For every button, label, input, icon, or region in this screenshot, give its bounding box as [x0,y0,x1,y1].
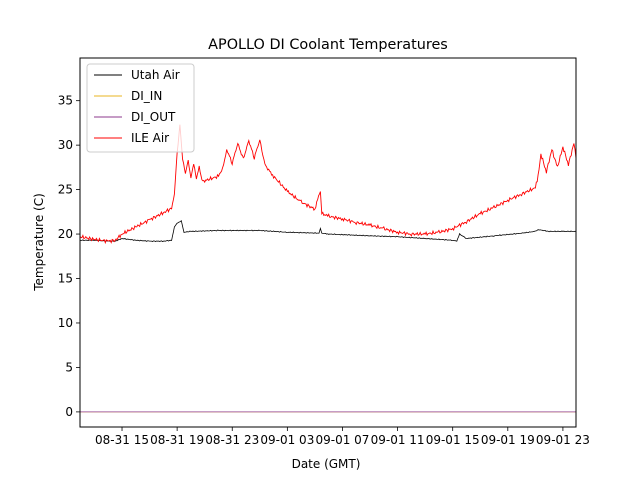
y-tick-label: 0 [65,405,73,419]
series-line-utah-air [80,219,576,243]
x-tick-label: 09-01 19 [481,433,535,447]
x-tick-label: 08-31 23 [205,433,259,447]
x-tick-label: 08-31 15 [95,433,149,447]
series-group [80,124,576,413]
legend-box [86,63,195,153]
x-tick-label: 09-01 03 [260,433,314,447]
legend-label: DI_OUT [131,110,176,124]
x-tick-label: 09-01 07 [315,433,369,447]
y-tick-label: 15 [58,272,73,286]
plot-frame [79,57,577,428]
chart-title: APOLLO DI Coolant Temperatures [208,37,448,53]
y-tick-label: 35 [58,94,73,108]
y-tick-label: 10 [58,316,73,330]
plot-area [80,124,576,413]
x-axis-label: Date (GMT) [292,457,361,471]
x-tick-label: 09-01 15 [426,433,480,447]
legend-label: ILE Air [131,131,169,145]
legend: Utah Air DI_IN DI_OUT ILE Air [86,63,195,153]
axes: 08-31 15 08-31 19 08-31 23 09-01 03 09-01 07… [58,57,590,447]
y-tick-label: 25 [58,183,73,197]
y-tick-label: 20 [58,227,73,241]
legend-label: DI_IN [131,89,162,103]
series-line-ile-air [80,124,576,245]
y-axis-label: Temperature (C) [32,193,46,292]
legend-label: Utah Air [131,68,180,82]
y-tick-label: 5 [65,360,73,374]
x-tick-label: 09-01 23 [536,433,590,447]
x-tick-label: 08-31 19 [150,433,204,447]
x-tick-label: 09-01 11 [371,433,425,447]
y-tick-label: 30 [58,138,73,152]
